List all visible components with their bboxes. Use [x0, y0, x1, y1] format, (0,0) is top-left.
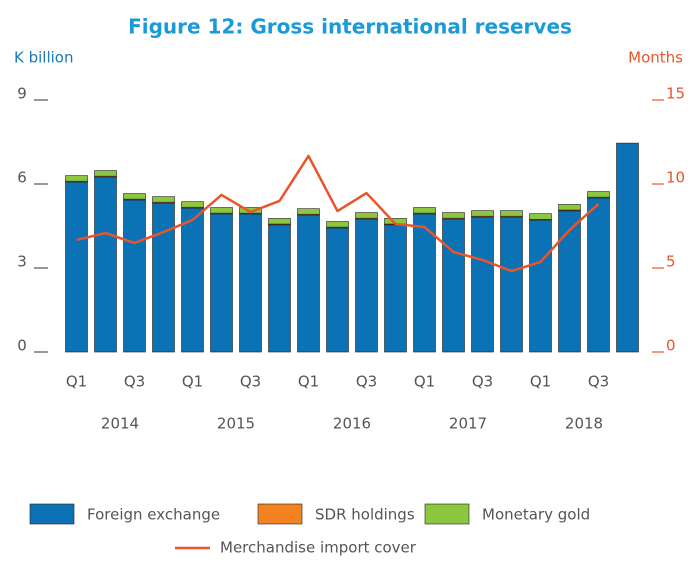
- year-label: 2018: [565, 415, 603, 433]
- bar-segment: [355, 212, 378, 219]
- legend-swatch: [424, 503, 470, 525]
- x-tick-label: Q1: [298, 373, 319, 391]
- bar-segment: [471, 216, 494, 353]
- bar-segment: [268, 224, 291, 353]
- bar-segment: [210, 207, 233, 214]
- year-label: 2014: [101, 415, 139, 433]
- legend-swatch: [29, 503, 75, 525]
- x-tick-label: Q3: [124, 373, 145, 391]
- y-axis-label: K billion: [14, 49, 73, 67]
- x-tick-label: Q1: [530, 373, 551, 391]
- x-tick-label: Q1: [182, 373, 203, 391]
- bar-segment: [181, 201, 204, 208]
- line-series: [76, 154, 600, 273]
- x-tick-label: Q3: [588, 373, 609, 391]
- x-tick-label: Q1: [66, 373, 87, 391]
- bar-segment: [123, 193, 146, 200]
- bar-segment: [65, 181, 88, 353]
- y-tick-label: 3: [17, 253, 27, 271]
- bar-segment: [355, 218, 378, 353]
- year-label: 2016: [333, 415, 371, 433]
- bar-segment: [558, 204, 581, 211]
- chart-title: Figure 12: Gross international reserves: [128, 15, 572, 39]
- legend-label: Merchandise import cover: [220, 539, 417, 557]
- legend-label: SDR holdings: [315, 506, 415, 524]
- y-tick-label: 6: [17, 169, 27, 187]
- bar-segment: [210, 213, 233, 353]
- y-tick-label: 9: [17, 85, 27, 103]
- bar-segment: [587, 191, 610, 198]
- bar-segment: [616, 142, 639, 353]
- year-label: 2017: [449, 415, 487, 433]
- x-tick-label: Q1: [414, 373, 435, 391]
- y2-tick-label: 10: [666, 169, 685, 187]
- legend-label: Foreign exchange: [87, 506, 220, 524]
- bar-segment: [152, 196, 175, 203]
- bar-segment: [297, 214, 320, 353]
- bar-segment: [384, 224, 407, 353]
- bar-segment: [413, 207, 436, 214]
- year-label: 2015: [217, 415, 255, 433]
- bar-segment: [529, 219, 552, 353]
- bar-segment: [123, 199, 146, 353]
- legend-swatch: [257, 503, 303, 525]
- bar-segment: [326, 227, 349, 353]
- bar-segment: [529, 213, 552, 220]
- y-tick-label: 0: [17, 337, 27, 355]
- y2-tick-label: 15: [666, 85, 685, 103]
- x-tick-label: Q3: [356, 373, 377, 391]
- y2-tick-label: 0: [666, 337, 676, 355]
- bar-segment: [500, 210, 523, 217]
- y2-tick-label: 5: [666, 253, 676, 271]
- bar-segment: [558, 210, 581, 353]
- bar-segment: [326, 221, 349, 228]
- legend-label: Monetary gold: [482, 506, 590, 524]
- y2-axis-label: Months: [628, 49, 683, 67]
- bar-segment: [94, 170, 117, 177]
- bar-segment: [587, 197, 610, 353]
- x-tick-label: Q3: [240, 373, 261, 391]
- bar-segment: [239, 213, 262, 353]
- bar-segment: [94, 176, 117, 353]
- x-tick-label: Q3: [472, 373, 493, 391]
- bar-segment: [471, 210, 494, 217]
- bar-segment: [442, 212, 465, 219]
- bar-segment: [65, 175, 88, 182]
- bar-segment: [500, 216, 523, 353]
- bar-segment: [297, 208, 320, 215]
- bar-segment: [181, 207, 204, 353]
- bar-segment: [442, 218, 465, 353]
- bar-segment: [152, 202, 175, 353]
- bar-segment: [268, 218, 291, 225]
